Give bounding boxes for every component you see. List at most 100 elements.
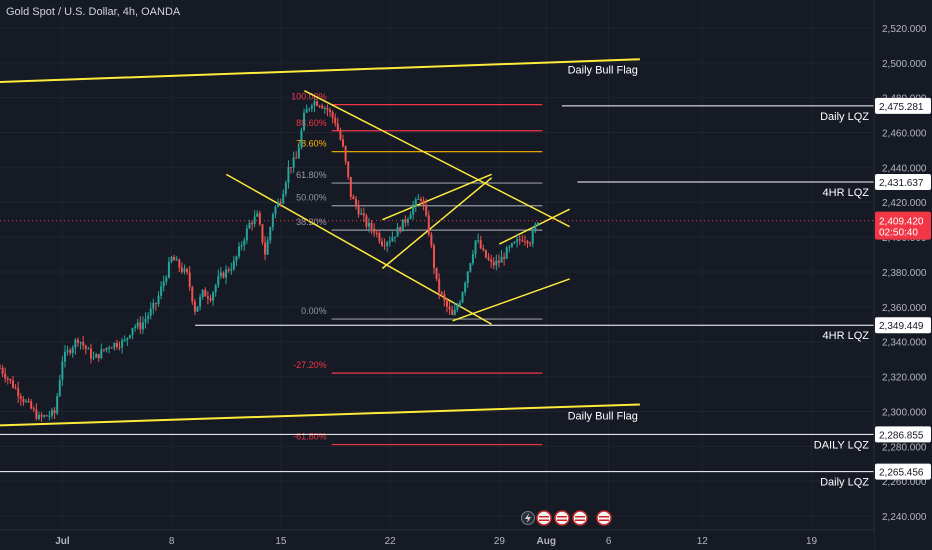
- candle-body: [69, 350, 72, 353]
- time-tick-label: 29: [494, 536, 506, 547]
- candle-body: [419, 198, 422, 201]
- price-tick-label: 2,360.000: [882, 303, 927, 314]
- candle-body: [451, 309, 454, 315]
- price-tick-label: 2,300.000: [882, 407, 927, 418]
- candle-body: [500, 256, 503, 263]
- price-tick-label: 2,520.000: [882, 24, 927, 35]
- candle-body: [123, 339, 126, 341]
- candle-body: [388, 241, 391, 243]
- flag-stripe-icon: [557, 516, 567, 518]
- candle-body: [258, 213, 261, 225]
- candle-body: [360, 213, 363, 215]
- candle-body: [61, 361, 64, 380]
- level-price-tag-text: 2,475.281: [879, 102, 924, 113]
- candle-body: [100, 349, 103, 359]
- fib-label: 88.60%: [296, 118, 327, 128]
- liquidity-levels[interactable]: Daily LQZ 4HR LQZ 4HR LQZ DAILY LQZ Daily LQ…: [0, 105, 874, 489]
- candle-body: [438, 279, 441, 293]
- candle-body: [32, 408, 35, 410]
- level-label: Daily LQZ: [820, 477, 869, 489]
- candle-body: [313, 101, 316, 106]
- candle-body: [422, 200, 425, 205]
- candle-body: [238, 246, 241, 257]
- candle-body: [414, 199, 417, 206]
- price-axis[interactable]: 2,240.000 2,260.000 2,280.000 2,300.000 2,32…: [873, 0, 932, 550]
- level-label: Daily LQZ: [820, 111, 869, 123]
- candle-body: [303, 112, 306, 131]
- candle-body: [316, 101, 319, 106]
- level-price-tag: [875, 317, 931, 334]
- candle-body: [383, 245, 386, 247]
- candle-body: [264, 242, 267, 255]
- candle-body: [352, 196, 355, 200]
- level-price-tag-text: 2,265.456: [879, 468, 924, 479]
- candle-body: [206, 296, 209, 299]
- time-tick-label: Jul: [55, 536, 70, 547]
- candle-body: [321, 105, 324, 109]
- level-price-tag: [875, 426, 931, 443]
- candle-body: [518, 239, 521, 241]
- candle-body: [235, 256, 238, 261]
- level-label: 4HR LQZ: [823, 330, 870, 342]
- candle-body: [373, 228, 376, 233]
- candle-body: [102, 349, 105, 351]
- candle-body: [479, 240, 482, 249]
- candle-body: [113, 342, 116, 348]
- candle-body: [240, 245, 243, 247]
- candle-body: [253, 216, 256, 225]
- candle-body: [329, 109, 332, 112]
- candle-body: [14, 387, 17, 389]
- candle-body: [510, 243, 513, 247]
- candle-body: [344, 146, 347, 162]
- us-flag-icon: [536, 510, 552, 526]
- candle-body: [193, 301, 196, 312]
- fibonacci-retracement[interactable]: 100.00%88.60%78.60%61.80%50.00%38.20%0.0…: [291, 92, 543, 446]
- candle-body: [196, 306, 199, 312]
- candle-body: [261, 224, 264, 243]
- candle-body: [531, 231, 534, 244]
- flag-stripe-icon: [575, 519, 585, 521]
- flag-stripe-icon: [575, 516, 585, 518]
- candle-body: [128, 335, 131, 338]
- candle-body: [22, 399, 25, 402]
- candle-body: [310, 105, 313, 109]
- candle-body: [50, 410, 53, 416]
- candle-body: [212, 292, 215, 301]
- fib-label: 61.80%: [296, 170, 327, 180]
- price-tick-label: 2,280.000: [882, 442, 927, 453]
- candle-body: [362, 213, 365, 216]
- candle-body: [84, 345, 87, 349]
- event-icons[interactable]: [521, 510, 612, 526]
- level-label: DAILY LQZ: [814, 439, 870, 451]
- candle-body: [173, 256, 176, 261]
- candle-body: [149, 308, 152, 316]
- candle-body: [45, 415, 48, 417]
- level-price-tag-text: 2,431.637: [879, 178, 924, 189]
- candle-body: [295, 157, 298, 159]
- candle-body: [219, 272, 222, 277]
- candle-body: [118, 346, 121, 348]
- candle-body: [282, 193, 285, 204]
- price-tick-label: 2,380.000: [882, 268, 927, 279]
- flag-stripe-icon: [539, 519, 549, 521]
- candle-body: [115, 342, 118, 347]
- candle-body: [357, 205, 360, 215]
- candle-body: [92, 357, 95, 359]
- level-price-tag: [875, 97, 931, 114]
- candle-body: [245, 228, 248, 241]
- candle-body: [175, 259, 178, 261]
- price-tick-label: 2,500.000: [882, 59, 927, 70]
- chart-title: Gold Spot / U.S. Dollar, 4h, OANDA: [6, 6, 181, 18]
- candle-body: [386, 242, 389, 246]
- fib-label: 0.00%: [301, 306, 327, 316]
- channel-line: [381, 177, 493, 270]
- candle-body: [458, 302, 461, 306]
- candle-body: [152, 303, 155, 309]
- candle-body: [508, 246, 511, 248]
- candle-body: [126, 337, 129, 340]
- candle-body: [516, 239, 519, 242]
- time-axis[interactable]: Jul 8 15 22 29 Aug 6 12 19: [0, 529, 874, 550]
- candle-body: [526, 241, 529, 244]
- candle-body: [11, 380, 14, 388]
